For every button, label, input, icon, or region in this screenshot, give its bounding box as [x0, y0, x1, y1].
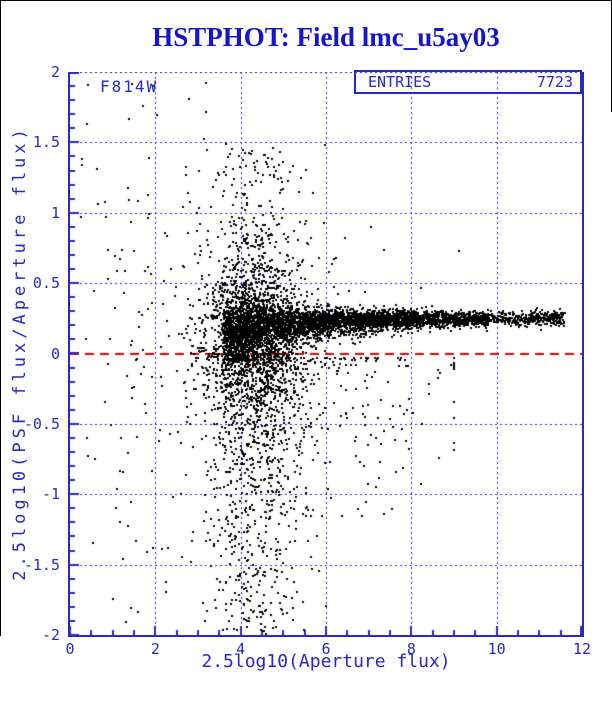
entries-box: ENTRIES 7723: [354, 70, 582, 94]
y-tick-label: -1: [41, 485, 60, 504]
y-tick-label: 0: [50, 344, 60, 363]
x-axis-title: 2.5log10(Aperture flux): [201, 651, 451, 672]
y-tick-label: -1.5: [23, 555, 60, 574]
x-tick-label: 6: [321, 640, 331, 658]
x-tick-label: 8: [406, 640, 416, 658]
filter-label: F814W: [100, 77, 159, 96]
x-tick-label: 2: [150, 640, 160, 658]
y-tick-label: 2: [50, 63, 60, 81]
plot-area: F814W ENTRIES 7723: [68, 70, 584, 637]
y-tick-label: 1: [50, 203, 60, 222]
y-tick-label: -0.5: [23, 414, 60, 433]
entries-label: ENTRIES: [368, 73, 432, 91]
window-border-top: [0, 0, 612, 1]
x-tick-label: 12: [572, 640, 592, 658]
x-tick-label: 0: [65, 640, 75, 658]
entries-value: 7723: [536, 73, 573, 91]
y-tick-label: 0.5: [32, 274, 60, 293]
y-tick-label: -2: [41, 626, 60, 644]
x-tick-label: 4: [236, 640, 246, 658]
window-border-left: [0, 0, 1, 636]
page-title: HSTPHOT: Field lmc_u5ay03: [152, 22, 500, 52]
scatter-canvas: [70, 72, 582, 635]
y-tick-label: 1.5: [32, 133, 60, 152]
x-tick-label: 10: [487, 640, 506, 658]
